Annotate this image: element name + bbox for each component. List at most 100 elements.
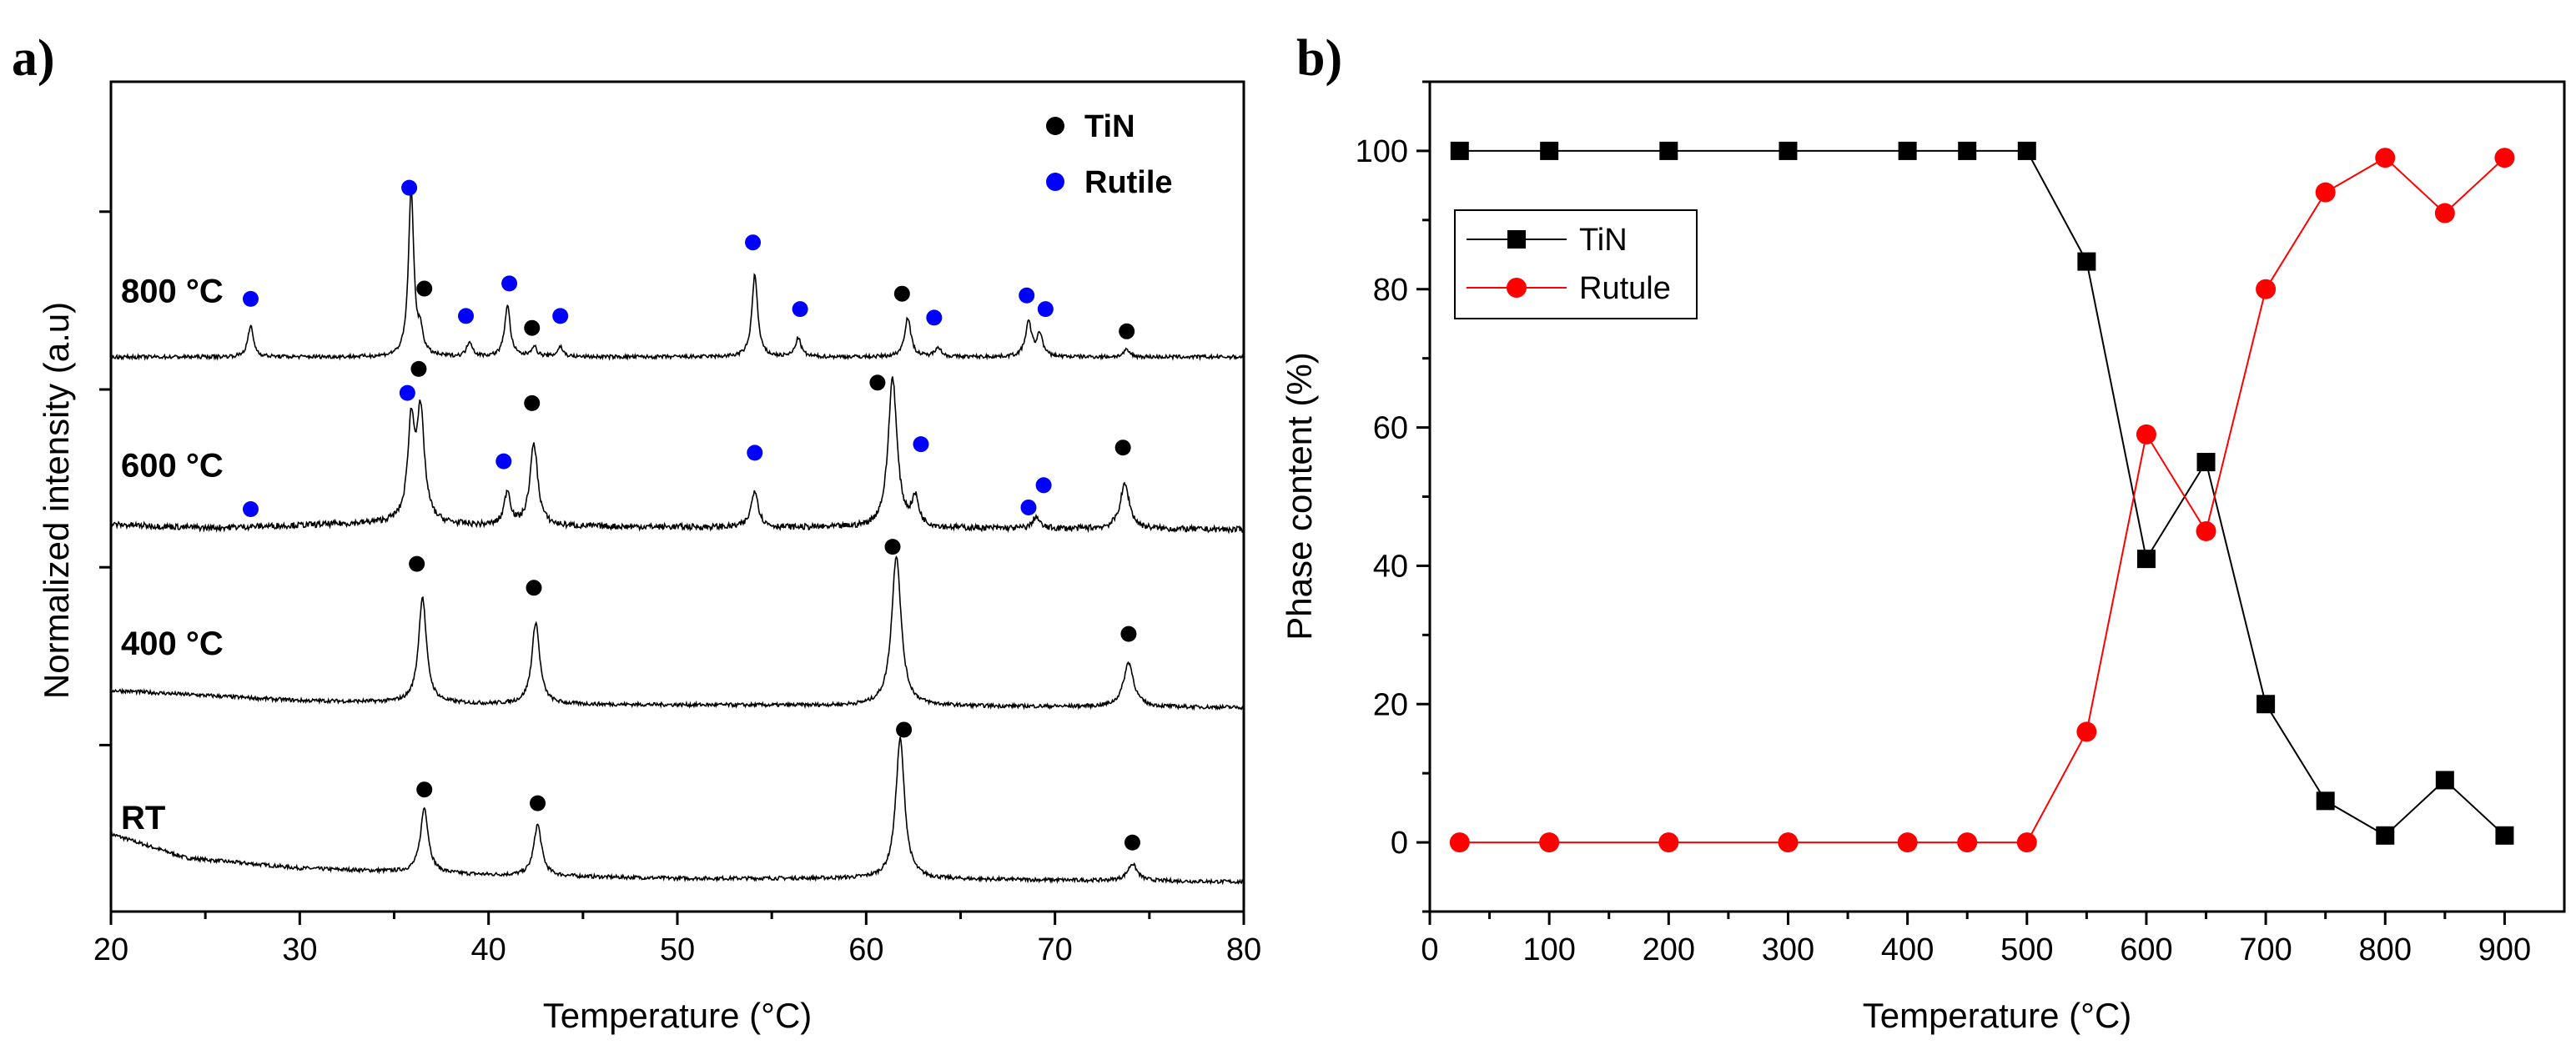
x-tick-label-b: 200 (1643, 932, 1695, 967)
rutile-peak-marker (496, 453, 512, 470)
x-tick-label-a: 80 (1226, 932, 1261, 967)
y-tick-label-b: 80 (1373, 273, 1408, 308)
tin-peak-marker (1124, 834, 1140, 851)
xrd-trace (110, 736, 1244, 886)
legend-a: TiN Rutile (1046, 109, 1173, 200)
x-tick-label-b: 400 (1881, 932, 1934, 967)
tin-point (2017, 141, 2036, 160)
plot-frame-a (109, 80, 1245, 913)
phase-series (1449, 141, 2515, 853)
legend-label-rutule: Rutule (1579, 271, 1671, 306)
x-tick-label-b: 100 (1522, 932, 1575, 967)
y-axis-label-a: Normalized intensity (a.u) (37, 302, 76, 699)
rutile-peak-marker (792, 301, 808, 318)
rutile-peak-marker (552, 308, 569, 324)
tin-peak-marker (1119, 323, 1135, 339)
rutule-point (2196, 520, 2216, 541)
tin-point (1898, 141, 1917, 160)
tin-point (2376, 826, 2395, 845)
x-tick-label-b: 700 (2239, 932, 2292, 967)
tin-peak-marker (884, 539, 901, 555)
y-tick-label-b: 100 (1356, 134, 1408, 169)
tin-peak-marker (410, 360, 427, 377)
tin-point (1450, 141, 1469, 160)
tin-peak-marker (896, 721, 913, 738)
rutule-point (2136, 424, 2156, 445)
panel-label-a: a) (12, 30, 55, 87)
tin-point (2495, 826, 2514, 845)
x-tick-label-a: 30 (282, 932, 317, 967)
plot-frame-b (1428, 80, 2566, 913)
rutile-peak-marker (747, 445, 763, 461)
tin-peak-marker (530, 795, 546, 811)
rutile-peak-marker (745, 234, 762, 251)
rutule-point (2315, 182, 2336, 203)
rutule-point (2016, 832, 2037, 853)
tin-point (1540, 141, 1559, 160)
phase-content-panel: 0 100 200 300 400 500 600 700 800 900 0 20 40 60 80 100… (1280, 80, 2566, 1035)
trace-label: 600 °C (121, 448, 224, 485)
phase-markers (242, 179, 1140, 851)
tin-peak-marker (409, 555, 425, 572)
tin-peak-marker (1114, 440, 1131, 456)
legend-label-tin: TiN (1084, 109, 1135, 144)
y-axis-a (99, 210, 111, 746)
x-tick-label-b: 300 (1762, 932, 1814, 967)
x-tick-label-b: 800 (2359, 932, 2412, 967)
legend-marker-rutile (1046, 173, 1064, 191)
y-axis-label-b: Phase content (%) (1280, 352, 1319, 641)
tin-point (2257, 695, 2276, 714)
rutule-point (2256, 279, 2277, 299)
x-axis-label-b: Temperature (°C) (1863, 996, 2132, 1035)
tin-peak-marker (524, 319, 541, 336)
panel-label-b: b) (1296, 30, 1342, 87)
y-tick-label-b: 20 (1373, 687, 1408, 722)
tin-peak-marker (526, 580, 542, 596)
xrd-traces: RT 400 °C 600 °C 800 °C (110, 185, 1244, 886)
rutile-peak-marker (1020, 499, 1037, 515)
rutile-peak-marker (242, 501, 259, 517)
x-axis-label-a: Temperature (°C) (543, 996, 813, 1035)
legend-b: TiN Rutule (1454, 209, 1698, 319)
x-tick-label-b: 500 (2000, 932, 2053, 967)
tin-point (2316, 791, 2335, 811)
legend-marker-tin (1046, 117, 1064, 135)
x-tick-label-a: 40 (471, 932, 506, 967)
rutile-peak-marker (1019, 287, 1035, 304)
x-tick-label-a: 50 (660, 932, 695, 967)
tin-peak-marker (416, 781, 433, 798)
rutule-point (1897, 832, 1918, 853)
rutule-point (1449, 832, 1470, 853)
tin-peak-marker (1120, 625, 1137, 642)
xrd-trace (110, 555, 1244, 711)
rutile-peak-marker (242, 290, 259, 307)
y-tick-label-b: 0 (1391, 826, 1408, 861)
xrd-trace (110, 376, 1244, 535)
rutile-peak-marker (401, 179, 418, 196)
rutile-peak-marker (501, 275, 518, 292)
x-tick-label-b: 0 (1421, 932, 1438, 967)
rutule-point (1778, 832, 1799, 853)
tin-peak-marker (893, 285, 910, 302)
trace-labels: RT 400 °C 600 °C 800 °C (121, 273, 224, 836)
tin-point (2077, 252, 2096, 271)
tin-point (2435, 771, 2454, 790)
rutule-point (2375, 148, 2396, 168)
trace-label: 400 °C (121, 625, 224, 662)
x-tick-label-a: 20 (93, 932, 128, 967)
rutile-peak-marker (913, 436, 929, 453)
tin-point (2136, 550, 2156, 569)
y-tick-label-b: 40 (1373, 549, 1408, 584)
rutile-peak-marker (458, 308, 475, 324)
rutile-peak-marker (1035, 477, 1052, 494)
legend-box-b (1454, 209, 1698, 319)
x-tick-label-a: 70 (1038, 932, 1073, 967)
tin-peak-marker (869, 374, 886, 391)
trace-label: 800 °C (121, 273, 224, 309)
legend-label-tin-b: TiN (1579, 223, 1628, 258)
legend-marker-rutule-circle (1507, 278, 1527, 298)
tin-peak-marker (416, 280, 433, 297)
rutule-point (2494, 148, 2515, 168)
x-axis-a: 20 30 40 50 60 70 80 (93, 912, 1261, 967)
tin-peak-marker (524, 394, 541, 411)
